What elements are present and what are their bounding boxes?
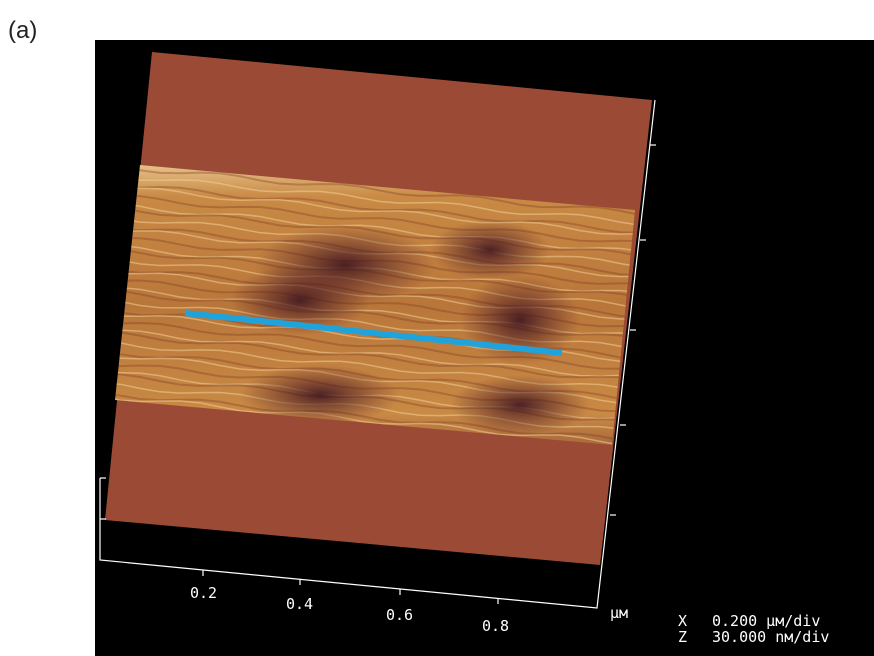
texture-stripe [115,182,635,234]
texture-stripe [115,202,635,256]
texture-stripe [115,311,635,363]
texture-stripe [115,185,635,235]
texture-stripe [115,392,635,445]
scale-axis: Z [678,628,687,646]
profile-line [184,310,563,356]
tick-label: 0.2 [190,584,217,602]
texture-stripe [115,320,635,370]
tick-label: 0.4 [286,595,313,613]
tick-label: 0.6 [386,606,413,624]
texture-stripe [115,165,635,219]
scale-value: 0.200 µм/div [712,612,820,630]
texture-stripe [115,329,635,380]
scale-axis: X [678,612,687,630]
panel-label: (a) [8,17,37,44]
texture-stripe [115,395,635,445]
texture-stripe [115,173,635,227]
texture-stripe [115,194,635,245]
textured-band [115,165,635,445]
axes [99,99,656,609]
axis-unit: µм [610,604,628,622]
texture-stripe [115,331,635,386]
scale-value: 30.000 nм/div [712,628,829,646]
tick-label: 0.8 [482,617,509,635]
